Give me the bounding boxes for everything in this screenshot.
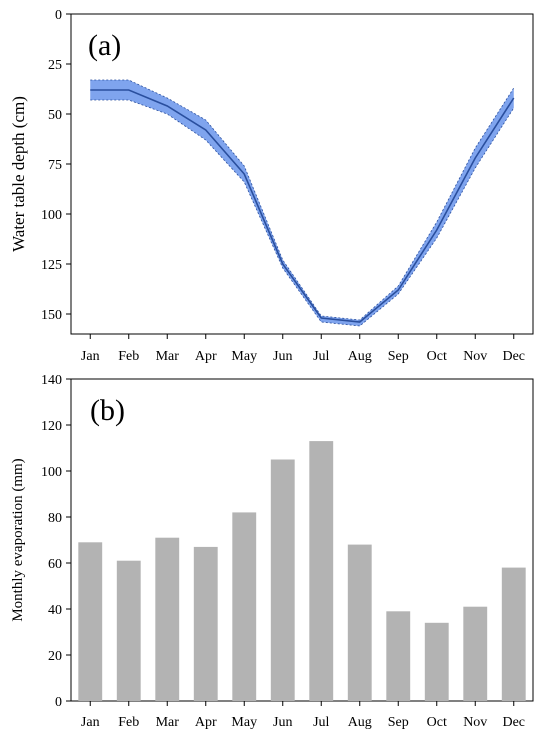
plot-area-a bbox=[90, 79, 515, 327]
y-tick-label-a: 0 bbox=[55, 8, 62, 23]
x-tick-label-b: Aug bbox=[348, 715, 372, 730]
bar-apr bbox=[193, 546, 218, 701]
x-tick-label-b: Jul bbox=[313, 715, 329, 730]
bar-mar bbox=[155, 537, 180, 701]
bar-jul bbox=[309, 441, 334, 701]
panel-label-a: (a) bbox=[88, 29, 121, 62]
x-tick-label-a: Jun bbox=[273, 349, 292, 364]
x-tick-label-b: Feb bbox=[118, 715, 139, 730]
x-tick-label-a: Aug bbox=[348, 349, 372, 364]
x-tick-label-b: May bbox=[231, 715, 257, 730]
x-tick-label-a: Feb bbox=[118, 349, 139, 364]
bar-dec bbox=[501, 567, 526, 701]
bar-oct bbox=[424, 622, 449, 701]
y-tick-label-b: 40 bbox=[48, 603, 62, 618]
chart-panel-a: (a) Water table depth (cm) 0 25 50 75 100 125… bbox=[9, 8, 534, 364]
x-tick-label-a: Dec bbox=[502, 349, 525, 364]
series-line bbox=[90, 89, 515, 323]
y-tick-label-a: 100 bbox=[41, 208, 62, 223]
x-tick-label-b: Sep bbox=[388, 715, 409, 730]
panel-label-b: (b) bbox=[90, 394, 125, 427]
x-tick-label-a: Sep bbox=[388, 349, 409, 364]
x-tick-label-a: Mar bbox=[156, 349, 180, 364]
x-tick-label-b: Nov bbox=[463, 715, 487, 730]
y-tick-label-b: 0 bbox=[55, 695, 62, 710]
y-tick-label-b: 60 bbox=[48, 557, 62, 572]
bar-sep bbox=[386, 611, 411, 701]
x-tick-label-a: May bbox=[231, 349, 257, 364]
y-tick-label-b: 20 bbox=[48, 649, 62, 664]
y-tick-label-b: 120 bbox=[41, 419, 62, 434]
bar-nov bbox=[463, 606, 488, 701]
x-tick-label-a: Oct bbox=[427, 349, 447, 364]
uncertainty-band bbox=[90, 80, 514, 326]
x-tick-label-b: Jun bbox=[273, 715, 292, 730]
plot-frame-a bbox=[70, 13, 534, 335]
tick-group-a: 0 25 50 75 100 125 150 Jan Feb Mar Apr May Jun Jul Aug… bbox=[41, 8, 525, 364]
y-tick-label-b: 80 bbox=[48, 511, 62, 526]
bar-jan bbox=[78, 542, 103, 701]
y-tick-label-a: 75 bbox=[48, 158, 62, 173]
y-tick-label-b: 140 bbox=[41, 373, 62, 388]
band-upper-edge bbox=[90, 99, 515, 327]
band-lower-edge bbox=[90, 79, 515, 321]
bar-jun bbox=[270, 459, 295, 701]
x-tick-label-a: Jul bbox=[313, 349, 329, 364]
x-tick-label-a: Jan bbox=[81, 349, 100, 364]
y-axis-label-a: Water table depth (cm) bbox=[9, 96, 28, 252]
bar-may bbox=[232, 512, 257, 701]
y-tick-label-a: 150 bbox=[41, 308, 62, 323]
bar-feb bbox=[116, 560, 141, 701]
x-tick-label-a: Apr bbox=[195, 349, 217, 364]
x-tick-label-a: Nov bbox=[463, 349, 487, 364]
y-tick-label-a: 50 bbox=[48, 108, 62, 123]
x-tick-label-b: Apr bbox=[195, 715, 217, 730]
y-tick-label-a: 25 bbox=[48, 58, 62, 73]
x-tick-label-b: Jan bbox=[81, 715, 100, 730]
y-axis-label-b: Monthly evaporation (mm) bbox=[10, 458, 26, 621]
plot-frame-b bbox=[70, 378, 534, 702]
y-tick-label-b: 100 bbox=[41, 465, 62, 480]
bar-aug bbox=[347, 544, 372, 701]
x-tick-label-b: Mar bbox=[156, 715, 180, 730]
x-tick-label-b: Oct bbox=[427, 715, 447, 730]
tick-group-b: 0 20 40 60 80 100 120 140 Jan Feb Mar Apr May Jun Jul A… bbox=[41, 373, 525, 730]
plot-area-b bbox=[78, 441, 526, 701]
y-tick-label-a: 125 bbox=[41, 258, 62, 273]
x-tick-label-b: Dec bbox=[502, 715, 525, 730]
chart-panel-b: (b) Monthly evaporation (mm) 0 20 40 60 80 10… bbox=[10, 373, 534, 730]
